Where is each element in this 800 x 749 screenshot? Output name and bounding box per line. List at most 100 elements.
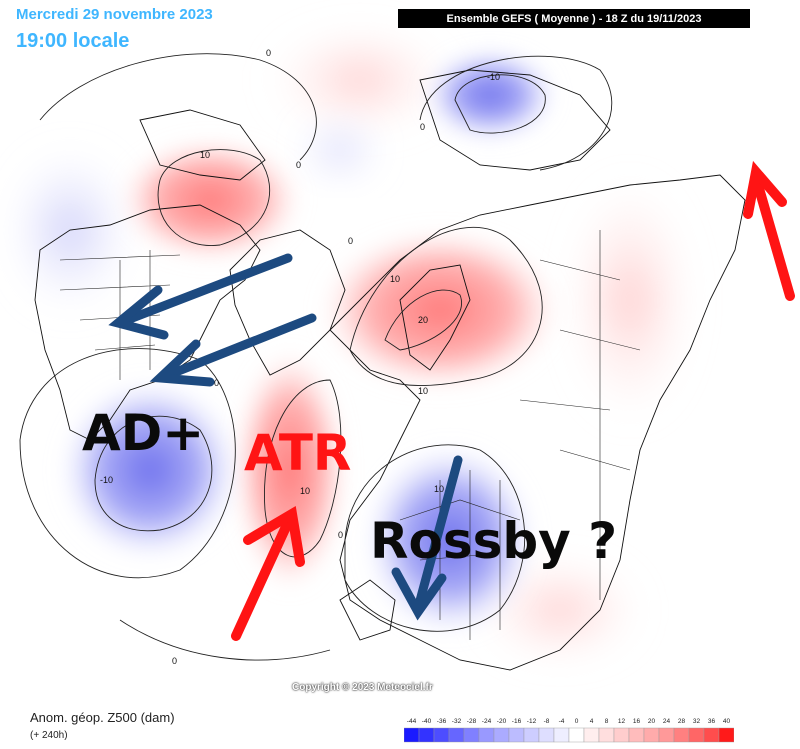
legend-color-swatch [673,727,690,743]
contour-label: 0 [348,236,353,246]
legend-color-swatch [583,727,600,743]
contour-plus10-alaska [157,149,271,246]
legend-tick-label: 36 [708,718,716,725]
legend-tick-label: 8 [605,718,609,725]
legend-color-swatch [538,727,555,743]
contour-minus10-siberia [454,74,546,134]
red-arrow-ridge [231,505,305,641]
eurasia-coast [329,174,746,671]
annotation-ad-plus: AD+ [82,404,205,462]
contour-labels: 0 0 0 0 -10 10 10 20 10 -10 10 0 10 0 0 [100,48,500,666]
contour-label: 0 [172,656,177,666]
legend-color-swatch [493,727,510,743]
legend-color-swatch [463,727,480,743]
negative-anomaly-arctic [300,120,380,180]
positive-anomaly-central-north [270,30,450,130]
legend-tick-label: -32 [452,718,462,725]
legend-tick-label: -20 [497,718,507,725]
positive-anomaly-scandinavia [320,230,560,390]
contour-zero-siberia [419,55,613,171]
legend-color-swatch [433,727,450,743]
negative-anomaly-siberia [425,50,555,140]
legend-color-swatch [598,727,615,743]
blue-arrow-northwest [108,253,293,340]
siberia-coast [419,69,611,171]
iberia-coast [339,579,396,641]
legend-tick-label: 0 [575,718,579,725]
contour-zero-europe [344,444,526,632]
contour-label: 0 [296,160,301,170]
z500-anomaly-map: 0 0 0 0 -10 10 10 20 10 -10 10 0 10 0 0 [10,30,795,671]
positive-anomaly-east [570,180,690,420]
legend-tick-label: 40 [723,718,731,725]
legend-tick-label: 12 [618,718,626,725]
contour-minus10-atlantic [94,415,213,532]
legend-color-swatch [613,727,630,743]
legend-tick-label: 32 [693,718,701,725]
contour-label: 0 [214,378,219,388]
field-title: Anom. géop. Z500 (dam) [30,710,175,725]
legend-tick-label: -44 [407,718,417,725]
contour-label: -10 [487,72,500,82]
legend-tick-label: -40 [422,718,432,725]
contour-plus10-ridge [264,379,342,558]
legend-color-swatch [718,727,734,743]
red-arrows [231,160,795,641]
contours [19,53,613,661]
legend-tick-label: -8 [544,718,550,725]
model-run-banner: Ensemble GEFS ( Moyenne ) - 18 Z du 19/1… [398,9,750,28]
contour-zero-south [119,619,331,661]
coastlines [34,69,746,671]
legend-color-swatch [478,727,495,743]
legend-tick-label: -28 [467,718,477,725]
legend-color-swatch [553,727,570,743]
contour-label: 10 [300,486,310,496]
legend-color-swatch [643,727,660,743]
legend-tick-label: -12 [527,718,537,725]
forecast-date: Mercredi 29 novembre 2023 [16,6,213,23]
alaska-coast [139,109,266,181]
legend-tick-label: 24 [663,718,671,725]
contour-plus10-scandinavia [349,227,543,386]
forecast-lead-time: (+ 240h) [30,730,68,741]
contour-zero-atlantic [19,348,236,579]
legend-tick-label: -16 [512,718,522,725]
annotation-atr: ATR [244,424,352,482]
contour-label: 10 [390,274,400,284]
blue-arrows [108,253,463,621]
contour-label: 0 [420,122,425,132]
legend-color-swatch [688,727,705,743]
positive-anomaly-alaska [120,140,300,260]
legend-color-swatch [703,727,720,743]
legend-color-swatch [568,727,585,743]
scandinavia-coast [399,264,471,371]
legend-color-swatch [404,727,420,743]
contour-label: 10 [200,150,210,160]
contour-zero-west [39,53,317,161]
legend-tick-label: -36 [437,718,447,725]
legend-color-swatch [658,727,675,743]
contour-label: 0 [338,530,343,540]
legend-tick-label: -4 [559,718,565,725]
legend-color-swatch [418,727,435,743]
contour-label: 20 [418,315,428,325]
legend-tick-label: 20 [648,718,656,725]
contour-label: 0 [266,48,271,58]
legend-tick-label: 16 [633,718,641,725]
copyright-notice: Copyright © 2023 Meteociel.fr [292,682,433,693]
contour-label: -10 [100,475,113,485]
legend-tick-label: 4 [590,718,594,725]
legend-tick-label: 28 [678,718,686,725]
legend-color-swatch [448,727,465,743]
contour-label: 10 [418,386,428,396]
blue-arrow-south [391,455,463,621]
legend-color-swatch [508,727,525,743]
contour-plus20-scandinavia [384,289,462,351]
color-scale-legend: -44 -40 -36 -32 -28 -24 -20 -16 -12 -8 -4 0 4 8 12 16 20… [404,718,734,743]
contour-label: 10 [434,484,444,494]
annotation-rossby: Rossby ? [370,512,618,570]
blue-arrow-west [149,313,317,387]
legend-color-swatch [628,727,645,743]
forecast-local-time: 19:00 locale [16,30,130,52]
legend-color-swatch [523,727,540,743]
